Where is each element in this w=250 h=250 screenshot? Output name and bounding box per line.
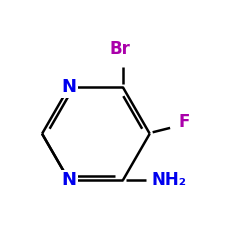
Text: NH₂: NH₂ <box>152 171 187 189</box>
Text: Br: Br <box>110 40 130 58</box>
Text: N: N <box>62 171 76 189</box>
Text: F: F <box>179 113 190 131</box>
Text: N: N <box>62 78 76 96</box>
